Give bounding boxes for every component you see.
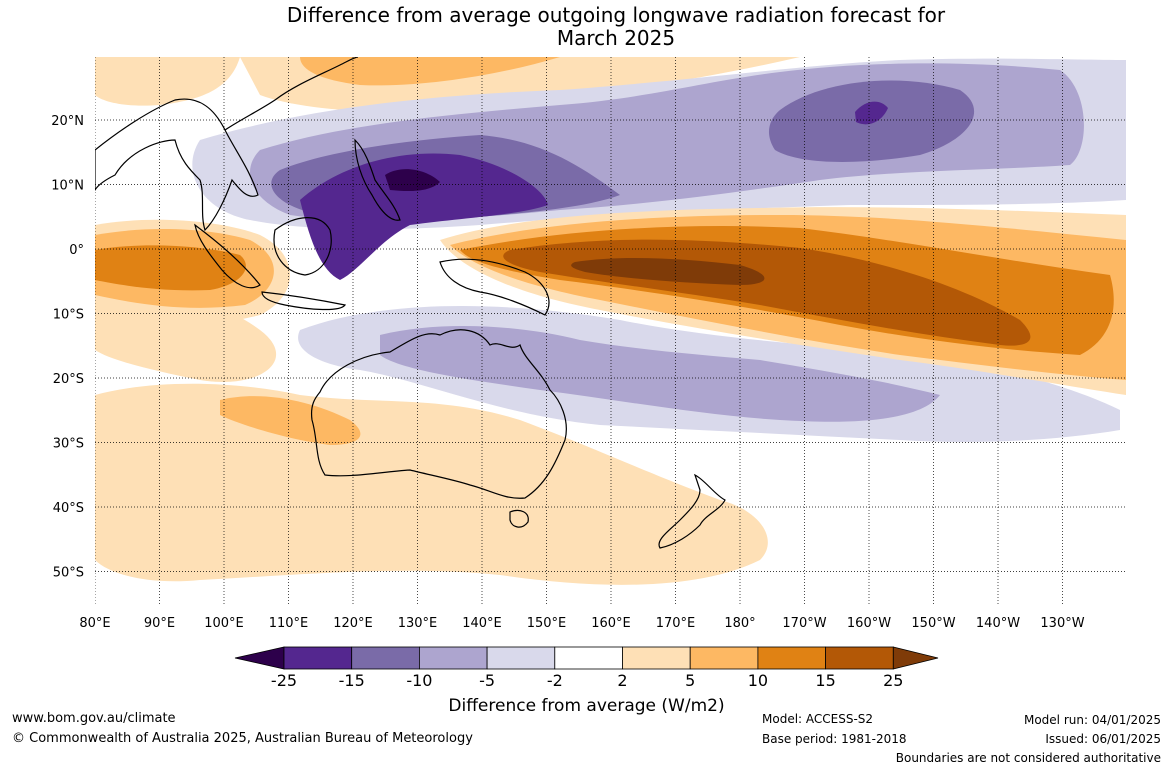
positive-anomaly-nw xyxy=(95,57,240,106)
lon-tick-label: 110°E xyxy=(269,616,309,631)
lon-tick-label: 90°E xyxy=(144,616,175,631)
latitude-labels: 20°N 10°N 0° 10°S 20°S 30°S 40°S 50°S xyxy=(51,114,84,581)
lon-tick-label: 140°W xyxy=(976,616,1020,631)
negative-anomaly-hawaii-core xyxy=(855,101,888,125)
philippines-coastline xyxy=(354,138,401,221)
lon-tick-label: 80°E xyxy=(79,616,110,631)
colour-bar-high-extension xyxy=(892,646,939,670)
colour-bar-tick-label: 10 xyxy=(748,671,768,690)
java-coastline xyxy=(261,291,347,311)
lat-tick-label: 20°S xyxy=(53,372,84,387)
colour-bar-tick-label: 2 xyxy=(617,671,627,690)
base-period: Base period: 1981-2018 xyxy=(762,732,907,746)
australia-coastline xyxy=(310,329,567,499)
sumatra-coastline xyxy=(194,223,261,289)
negative-anomaly-south-mid xyxy=(380,325,940,422)
colour-bar: -25 -15 -10 -5 -2 2 5 10 15 25 xyxy=(234,646,939,690)
china-coastline xyxy=(224,57,359,131)
lon-tick-label: 160°W xyxy=(847,616,891,631)
colour-bar-segment xyxy=(757,646,827,670)
colour-bar-tick-label: 25 xyxy=(883,671,903,690)
positive-anomaly-indian-strong xyxy=(95,245,246,291)
positive-anomaly-equatorial-core xyxy=(571,258,765,285)
colour-bar-segment xyxy=(554,646,623,670)
colour-bar-segment xyxy=(486,646,556,670)
colour-bar-segment xyxy=(622,646,691,670)
copyright-text: © Commonwealth of Australia 2025, Austra… xyxy=(12,731,473,746)
colour-bar-tick-label: -15 xyxy=(339,671,365,690)
lon-tick-label: 170°E xyxy=(656,616,696,631)
asia-mainland-coastline xyxy=(95,98,259,232)
negative-anomaly-warm-pool xyxy=(300,153,548,280)
colour-bar-segment xyxy=(418,646,488,670)
colour-bar-tick-label: -10 xyxy=(406,671,432,690)
lon-tick-label: 150°W xyxy=(911,616,955,631)
tasmania-coastline xyxy=(509,509,529,528)
colour-bar-tick-label: -25 xyxy=(271,671,297,690)
lat-tick-label: 10°S xyxy=(53,308,84,323)
longitude-labels: 80°E 90°E 100°E 110°E 120°E 130°E 140°E 150°E 16… xyxy=(79,616,1084,631)
gridlines xyxy=(95,57,1126,604)
colour-bar-segment xyxy=(689,646,759,670)
model-name: Model: ACCESS-S2 xyxy=(762,712,874,726)
negative-anomaly-core xyxy=(385,169,440,192)
lat-tick-label: 10°N xyxy=(51,179,84,194)
colour-bar-tick-label: 5 xyxy=(685,671,695,690)
new-zealand-coastline xyxy=(658,473,726,549)
issued-date: Issued: 06/01/2025 xyxy=(1045,732,1161,746)
lat-tick-label: 40°S xyxy=(53,501,84,516)
colour-bar-segment xyxy=(825,646,894,670)
title-line-1: Difference from average outgoing longwav… xyxy=(286,3,946,27)
anomaly-field xyxy=(95,57,1126,604)
lon-tick-label: 100°E xyxy=(204,616,244,631)
website-link[interactable]: www.bom.gov.au/climate xyxy=(12,711,176,726)
new-guinea-coastline xyxy=(439,258,550,316)
lon-tick-label: 140°E xyxy=(462,616,502,631)
lat-tick-label: 30°S xyxy=(53,437,84,452)
colour-bar-low-extension xyxy=(234,646,285,670)
lon-tick-label: 170°W xyxy=(782,616,826,631)
boundaries-disclaimer: Boundaries are not considered authoritat… xyxy=(895,751,1161,765)
positive-anomaly-southern xyxy=(95,383,768,585)
title-line-2: March 2025 xyxy=(556,26,676,50)
colour-bar-tick-label: -5 xyxy=(479,671,495,690)
colour-bar-title: Difference from average (W/m2) xyxy=(448,696,725,716)
borneo-coastline xyxy=(273,217,332,276)
lat-tick-label: 20°N xyxy=(51,114,84,129)
lon-tick-label: 130°W xyxy=(1040,616,1084,631)
positive-anomaly-north-core xyxy=(300,57,560,86)
map-title: Difference from average outgoing longwav… xyxy=(0,4,1173,50)
lat-tick-label: 50°S xyxy=(53,566,84,581)
lon-tick-label: 120°E xyxy=(333,616,373,631)
colour-bar-segment xyxy=(283,646,353,670)
lon-tick-label: 130°E xyxy=(398,616,438,631)
colour-bar-tick-label: 15 xyxy=(815,671,835,690)
lon-tick-label: 150°E xyxy=(527,616,567,631)
lat-tick-label: 0° xyxy=(69,243,84,258)
lon-tick-label: 180° xyxy=(724,616,755,631)
model-run-date: Model run: 04/01/2025 xyxy=(1023,713,1161,727)
colour-bar-segment xyxy=(351,646,420,670)
positive-anomaly-sw-indian xyxy=(220,396,361,445)
lon-tick-label: 160°E xyxy=(591,616,631,631)
colour-bar-tick-label: -2 xyxy=(547,671,563,690)
